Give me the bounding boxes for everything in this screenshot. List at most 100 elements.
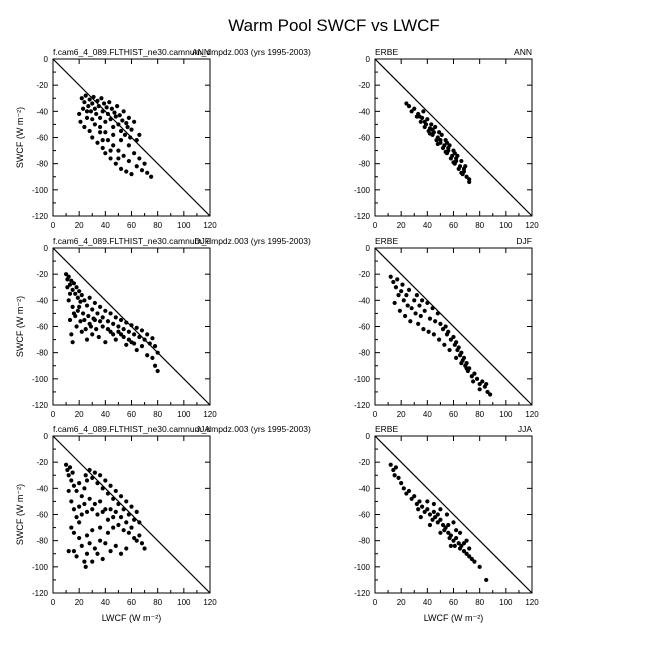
data-point — [82, 486, 87, 491]
data-point — [137, 520, 142, 525]
data-point — [471, 379, 476, 384]
data-point — [87, 97, 92, 102]
data-point — [422, 509, 427, 514]
panel-left-label: f.cam6_4_089.FLTHIST_ne30.camnum_dmpdz.0… — [53, 424, 311, 434]
data-point — [92, 546, 97, 551]
data-point — [107, 100, 112, 105]
x-tick-label: 100 — [499, 221, 513, 230]
data-point — [139, 344, 145, 349]
data-point — [142, 337, 147, 342]
x-tick-label: 20 — [397, 598, 406, 607]
data-point — [459, 361, 464, 366]
data-point — [116, 501, 121, 507]
x-tick-label: 120 — [203, 221, 217, 230]
data-point — [87, 467, 92, 473]
data-point — [84, 509, 90, 514]
data-point — [477, 381, 482, 387]
data-point — [406, 287, 412, 292]
data-point — [444, 140, 450, 145]
panel-right-label: ANN — [514, 47, 532, 57]
data-point — [459, 350, 464, 355]
data-point — [121, 507, 126, 512]
data-point — [426, 329, 431, 334]
data-point — [132, 332, 137, 337]
data-point — [78, 319, 83, 324]
data-point — [438, 321, 443, 326]
panel-right-label: DJF — [516, 236, 532, 246]
reference-line — [374, 247, 533, 406]
y-tick-label: -40 — [36, 107, 48, 116]
data-point — [103, 119, 108, 124]
data-point — [67, 291, 73, 296]
y-tick-label: 0 — [366, 55, 371, 64]
y-tick-label: -120 — [354, 589, 371, 598]
data-point — [70, 340, 75, 345]
data-point — [82, 317, 87, 323]
data-point — [116, 156, 121, 161]
data-point — [92, 300, 97, 306]
data-point — [100, 509, 105, 514]
data-point — [74, 285, 79, 290]
x-tick-label: 80 — [475, 410, 484, 419]
data-point — [435, 520, 440, 525]
data-point — [90, 475, 95, 480]
y-tick-label: -120 — [354, 401, 371, 410]
data-point — [435, 135, 440, 140]
data-point — [118, 166, 124, 171]
data-point — [440, 327, 446, 332]
data-point — [145, 353, 150, 358]
data-point — [142, 546, 147, 551]
data-point — [74, 488, 79, 494]
data-point — [116, 122, 121, 127]
data-point — [83, 93, 88, 98]
data-point — [104, 105, 109, 110]
data-point — [132, 119, 137, 124]
data-point — [77, 481, 82, 486]
data-point — [118, 494, 124, 499]
data-point — [132, 341, 137, 346]
data-point — [113, 337, 118, 342]
data-point — [108, 311, 113, 316]
y-tick-label: -40 — [358, 484, 370, 493]
data-point — [66, 473, 71, 478]
panel-right-label: DJF — [194, 236, 210, 246]
x-tick-label: 0 — [373, 598, 378, 607]
data-point — [91, 94, 96, 100]
data-point — [454, 340, 459, 345]
data-point — [444, 512, 450, 517]
data-point — [417, 114, 422, 119]
data-point — [435, 141, 440, 147]
data-point — [90, 559, 95, 564]
data-point — [66, 274, 71, 279]
data-point — [111, 132, 116, 137]
data-point — [137, 132, 142, 137]
data-point — [443, 525, 448, 530]
data-point — [98, 499, 103, 504]
data-point — [90, 135, 95, 140]
data-point — [404, 101, 409, 106]
data-point — [121, 109, 126, 114]
data-point — [113, 543, 118, 549]
data-point — [82, 298, 87, 303]
data-point — [82, 100, 87, 105]
data-point — [435, 311, 440, 316]
data-point — [92, 470, 97, 475]
data-point — [124, 520, 129, 525]
data-point — [73, 291, 78, 296]
data-point — [147, 341, 152, 346]
data-point — [457, 164, 463, 169]
data-point — [134, 509, 139, 514]
data-point — [112, 110, 117, 115]
data-point — [124, 121, 129, 126]
data-point — [134, 325, 139, 330]
data-point — [395, 277, 400, 282]
data-point — [92, 106, 97, 111]
data-point — [134, 347, 139, 353]
data-point — [108, 117, 113, 122]
y-tick-label: 0 — [44, 55, 49, 64]
data-point — [128, 135, 133, 140]
data-point — [437, 130, 442, 135]
panels: 0 20 40 60 80 100 120 0 -20 -40 -60 -80 -100 -120 f.ca… — [15, 47, 539, 623]
data-point — [92, 122, 97, 127]
